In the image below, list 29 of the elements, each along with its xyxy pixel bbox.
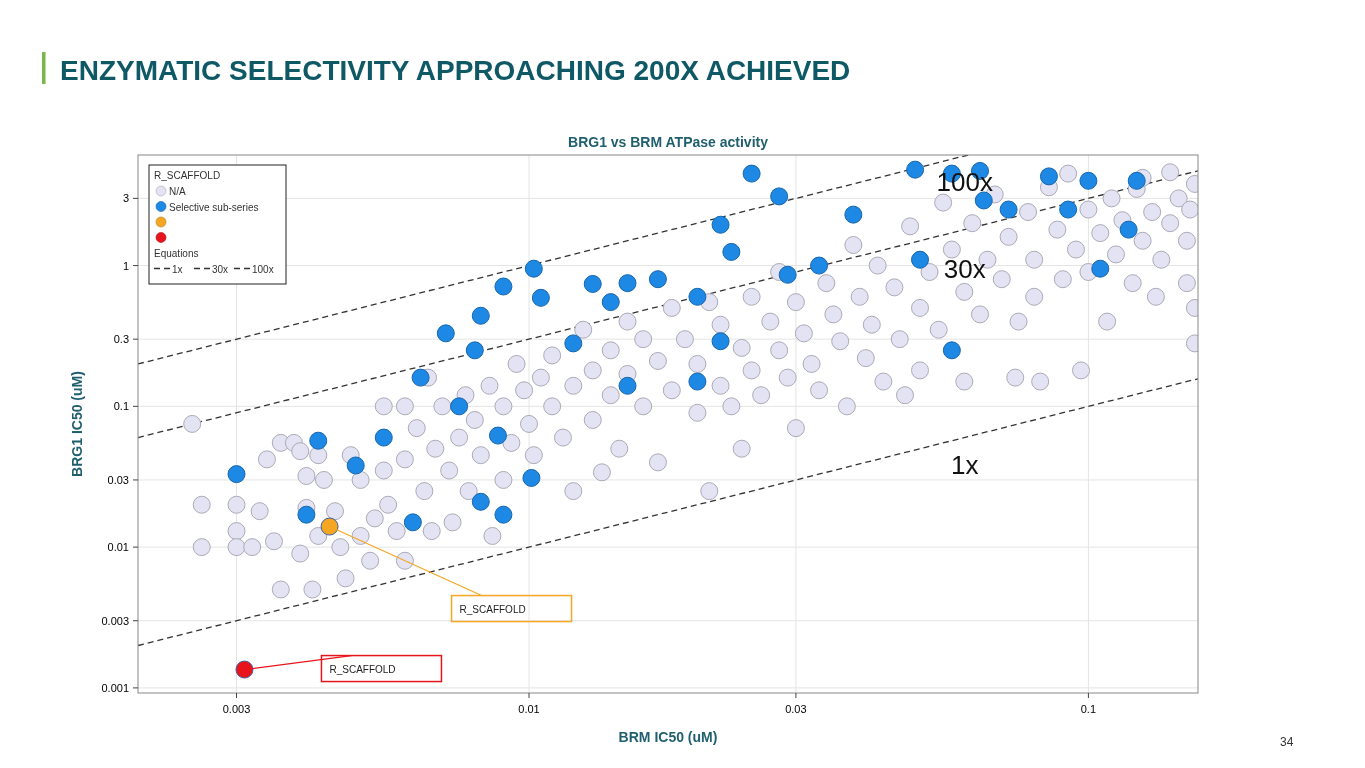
y-tick-label: 1 bbox=[122, 259, 129, 272]
chart-title: ENZYMATIC SELECTIVITY APPROACHING 200X ACHIEVED bbox=[60, 55, 851, 86]
legend-title: R_SCAFFOLD bbox=[154, 170, 221, 181]
chart-subtitle: BRG1 vs BRM ATPase activity bbox=[568, 134, 769, 150]
annotation: 100x bbox=[936, 167, 993, 198]
x-axis-title: BRM IC50 (uM) bbox=[618, 729, 718, 745]
annotation: 1x bbox=[951, 449, 979, 480]
y-tick-label: 0.3 bbox=[113, 333, 129, 346]
y-tick-label: 0.001 bbox=[101, 681, 129, 694]
x-tick-label: 0.01 bbox=[518, 703, 540, 715]
y-tick-label: 0.1 bbox=[113, 400, 129, 413]
annotation: 30x bbox=[943, 253, 986, 284]
annotation: R_SCAFFOLD bbox=[459, 603, 526, 615]
y-tick-label: 0.003 bbox=[101, 614, 129, 627]
text: 34 bbox=[1280, 735, 1294, 749]
legend-label: 100x bbox=[252, 263, 274, 275]
y-axis-title: BRG1 IC50 (uM) bbox=[69, 371, 85, 477]
annotation: R_SCAFFOLD bbox=[329, 663, 396, 675]
x-tick-label: 0.003 bbox=[222, 703, 251, 715]
legend-label: 1x bbox=[172, 263, 183, 275]
legend-label: N/A bbox=[169, 186, 186, 197]
y-tick-label: 3 bbox=[122, 192, 129, 205]
x-tick-label: 0.03 bbox=[785, 703, 807, 715]
y-tick-label: 0.01 bbox=[107, 541, 129, 554]
legend-label: 30x bbox=[212, 263, 229, 275]
y-tick-label: 0.03 bbox=[107, 473, 129, 486]
annotation: Equations bbox=[154, 248, 199, 259]
legend-label: Selective sub-series bbox=[169, 201, 259, 213]
x-tick-label: 0.1 bbox=[1080, 703, 1097, 715]
